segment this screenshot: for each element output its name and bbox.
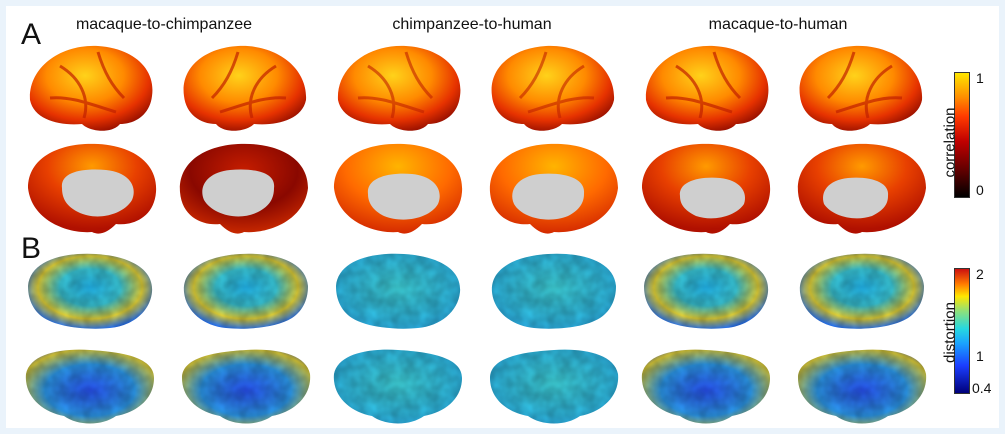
panel-b-letter: B xyxy=(21,232,42,265)
brain-lateral-a4 xyxy=(491,45,615,131)
correlation-label: correlation xyxy=(941,107,959,178)
brain-medial-b2 xyxy=(182,349,311,424)
brain-lateral-b2 xyxy=(183,253,308,329)
brain-medial-a5 xyxy=(642,143,771,234)
correlation-max-tick: 1 xyxy=(976,70,984,86)
distortion-label: distortion xyxy=(941,302,959,363)
distortion-mid-tick: 1 xyxy=(976,348,984,364)
brain-medial-a6 xyxy=(797,143,926,234)
brain-lateral-a2 xyxy=(183,45,307,131)
brain-lateral-b6 xyxy=(799,253,924,329)
distortion-colorbar xyxy=(954,268,970,394)
distortion-max-tick: 2 xyxy=(976,266,984,282)
brain-medial-b4 xyxy=(490,349,619,424)
column-title-chimpanzee-to-human: chimpanzee-to-human xyxy=(392,16,552,33)
brain-lateral-a3 xyxy=(337,45,461,131)
brain-medial-b1 xyxy=(25,349,155,424)
brain-lateral-b5 xyxy=(644,253,769,329)
distortion-min-tick: 0.4 xyxy=(972,380,992,396)
correlation-min-tick: 0 xyxy=(976,182,984,198)
brain-medial-a2 xyxy=(179,143,308,234)
brain-lateral-a1 xyxy=(29,45,153,131)
brain-lateral-b3 xyxy=(336,253,461,329)
brain-medial-a4 xyxy=(489,143,618,234)
brain-lateral-a5 xyxy=(645,45,769,131)
column-title-macaque-to-human: macaque-to-human xyxy=(708,16,848,33)
correlation-colorbar xyxy=(954,72,970,198)
figure-panel: A B macaque-to-chimpanzee chimpanzee-to-… xyxy=(6,6,999,428)
column-title-macaque-to-chimpanzee: macaque-to-chimpanzee xyxy=(75,16,253,33)
brain-medial-a3 xyxy=(334,143,463,234)
brain-lateral-a6 xyxy=(799,45,923,131)
brain-medial-b5 xyxy=(641,349,770,424)
brain-medial-b6 xyxy=(798,349,927,424)
brain-lateral-b1 xyxy=(28,253,153,329)
panel-a-letter: A xyxy=(21,18,42,51)
brain-medial-b3 xyxy=(333,349,462,424)
brain-medial-a1 xyxy=(28,143,157,234)
brain-lateral-b4 xyxy=(491,253,616,329)
